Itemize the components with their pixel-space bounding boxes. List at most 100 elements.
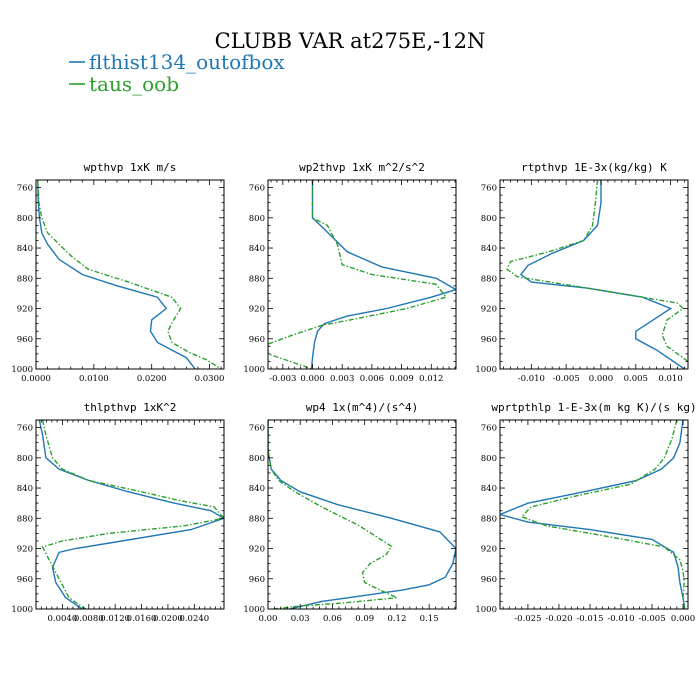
x-tick-label: -0.003	[269, 374, 296, 384]
panel-2: wp2thvp 1xK m^2/s^2 760 800 840 880 920 960 100…	[243, 161, 457, 384]
figure-title: CLUBB VAR at275E,-12N	[215, 29, 486, 53]
x-tick-label: 0.09	[355, 614, 374, 624]
panel-title: wpthvp 1xK m/s	[84, 161, 177, 174]
series-line-flthist134-outofbox	[37, 180, 196, 369]
y-tick-label: 880	[249, 274, 265, 284]
panel-5: wp4 1x(m^4)/(s^4)76080084088092096010000…	[243, 401, 457, 624]
x-tick-label: 0.012	[419, 374, 443, 384]
y-tick-label: 760	[481, 184, 497, 194]
series-line-taus-oob	[268, 180, 448, 369]
y-tick-label: 1000	[475, 365, 497, 375]
x-tick-label: 0.006	[360, 374, 384, 384]
panel-4: thlpthvp 1xK^2 760 800 840 880 920 960 1000 0.00…	[11, 401, 225, 624]
plot-frame	[267, 419, 457, 610]
plot-frame	[35, 419, 225, 610]
y-tick-label: 800	[249, 214, 265, 224]
x-tick-label: 0.03	[291, 614, 310, 624]
y-tick-label: 800	[249, 454, 265, 464]
y-tick-label: 1000	[11, 365, 33, 375]
panel-title: wp4 1x(m^4)/(s^4)	[306, 401, 419, 414]
x-tick-label: 0.000	[671, 614, 695, 624]
plot-frame	[35, 179, 225, 370]
y-tick-label: 1000	[243, 365, 265, 375]
y-tick-label: 1000	[475, 605, 497, 615]
x-tick-label: 0.15	[420, 614, 439, 624]
x-tick-label: 0.009	[389, 374, 413, 384]
x-tick-label: 0.00	[259, 614, 278, 624]
x-tick-label: 0.0000	[21, 374, 51, 384]
y-tick-label: 840	[17, 244, 33, 254]
x-tick-label: 0.0080	[74, 614, 104, 624]
panel-title: wprtpthlp 1-E-3x(m kg K)/(s kg)	[491, 401, 696, 414]
y-tick-label: 920	[249, 305, 265, 315]
y-tick-label: 800	[17, 454, 33, 464]
y-tick-label: 760	[249, 184, 265, 194]
series-line-taus-oob	[520, 420, 686, 609]
y-tick-label: 960	[249, 575, 265, 585]
y-tick-label: 800	[17, 214, 33, 224]
y-tick-label: 920	[249, 545, 265, 555]
legend-label-2: taus_oob	[89, 72, 179, 96]
x-tick-label: -0.025	[514, 614, 541, 624]
y-tick-label: 800	[481, 454, 497, 464]
y-tick-label: 760	[249, 424, 265, 434]
plot-frame	[267, 179, 457, 370]
x-tick-label: 0.0100	[79, 374, 109, 384]
x-tick-label: 0.0200	[137, 374, 167, 384]
y-tick-label: 920	[17, 545, 33, 555]
y-tick-label: 920	[17, 305, 33, 315]
y-tick-label: 760	[17, 424, 33, 434]
x-tick-label: 0.0160	[127, 614, 157, 624]
series-line-flthist134-outofbox	[500, 420, 686, 609]
y-tick-label: 920	[481, 545, 497, 555]
y-tick-label: 840	[17, 484, 33, 494]
y-tick-label: 960	[481, 575, 497, 585]
y-tick-label: 960	[17, 335, 33, 345]
y-tick-label: 840	[249, 484, 265, 494]
y-tick-label: 960	[481, 335, 497, 345]
x-tick-label: 0.000	[589, 374, 613, 384]
x-tick-label: 0.06	[323, 614, 342, 624]
x-tick-label: -0.005	[638, 614, 665, 624]
y-tick-label: 840	[481, 244, 497, 254]
legend-label-1: flthist134_outofbox	[89, 50, 285, 74]
y-tick-label: 760	[481, 424, 497, 434]
y-tick-label: 960	[17, 575, 33, 585]
x-tick-label: -0.020	[545, 614, 572, 624]
x-tick-label: 0.0120	[100, 614, 130, 624]
series-line-taus-oob	[37, 180, 222, 369]
panel-1: wpthvp 1xK m/s 760 800 840 880 920 960 10000.00…	[11, 161, 225, 384]
y-tick-label: 1000	[243, 605, 265, 615]
x-tick-label: 0.12	[387, 614, 406, 624]
x-tick-label: 0.003	[330, 374, 354, 384]
y-tick-label: 880	[481, 274, 497, 284]
panel-title: wp2thvp 1xK m^2/s^2	[299, 161, 425, 174]
x-tick-label: 0.000	[300, 374, 324, 384]
panels: wpthvp 1xK m/s76080084088092096010000.00…	[11, 161, 696, 624]
series-line-taus-oob	[268, 420, 400, 609]
y-tick-label: 880	[17, 514, 33, 524]
y-tick-label: 1000	[11, 605, 33, 615]
y-tick-label: 920	[481, 305, 497, 315]
series-line-taus-oob	[41, 420, 224, 609]
x-tick-label: 0.0240	[179, 614, 209, 624]
panel-6: wprtpthlp 1-E-3x(m kg K)/(s kg) 760 800 840…	[475, 401, 696, 624]
y-tick-label: 840	[481, 484, 497, 494]
panel-title: thlpthvp 1xK^2	[84, 401, 177, 414]
x-tick-label: 0.005	[624, 374, 648, 384]
y-tick-label: 800	[481, 214, 497, 224]
legend: flthist134_outofbox taus_oob	[69, 50, 285, 96]
y-tick-label: 880	[249, 514, 265, 524]
y-tick-label: 880	[17, 274, 33, 284]
series-line-flthist134-outofbox	[268, 420, 456, 609]
series-line-taus-oob	[506, 180, 688, 362]
y-tick-label: 880	[481, 514, 497, 524]
x-tick-label: 0.0300	[195, 374, 225, 384]
series-line-flthist134-outofbox	[38, 420, 224, 609]
series-line-flthist134-outofbox	[519, 180, 685, 369]
y-tick-label: 840	[249, 244, 265, 254]
x-tick-label: -0.005	[553, 374, 580, 384]
x-tick-label: -0.010	[518, 374, 545, 384]
x-tick-label: 0.0200	[153, 614, 183, 624]
